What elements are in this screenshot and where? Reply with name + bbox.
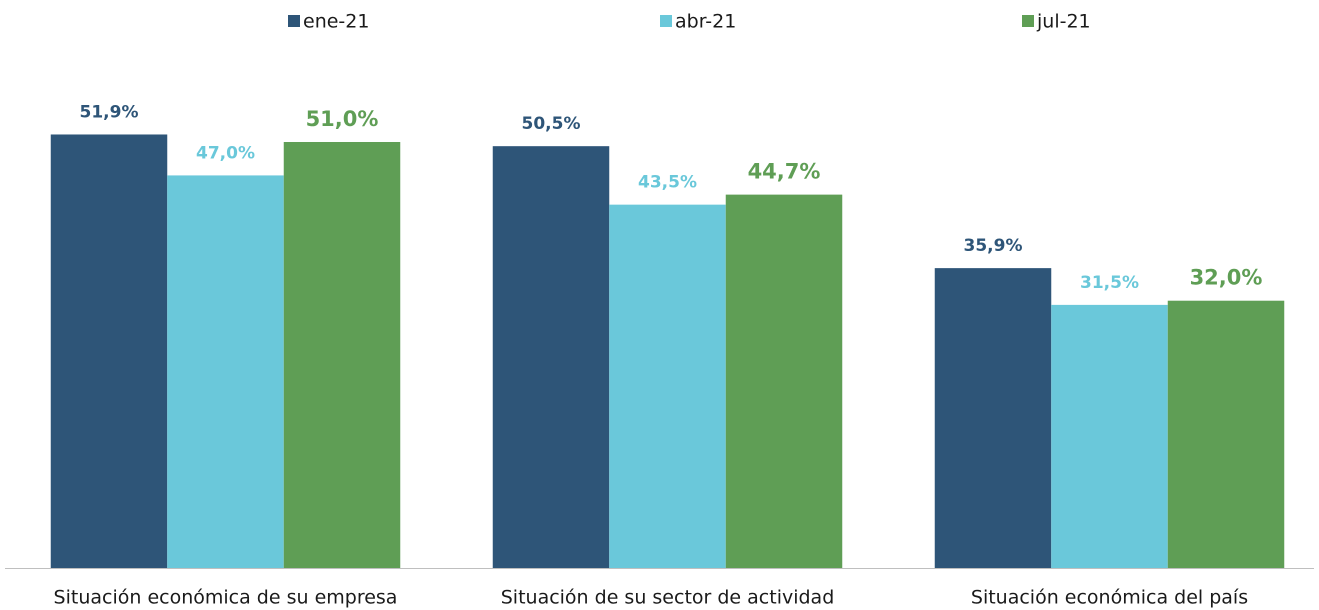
legend-label: abr-21 <box>675 11 736 33</box>
x-tick-label: Situación económica de su empresa <box>54 587 398 609</box>
value-label: 31,5% <box>1080 273 1139 293</box>
value-label: 32,0% <box>1190 266 1263 290</box>
value-label: 43,5% <box>638 173 697 193</box>
bar <box>492 146 610 569</box>
legend-swatch <box>1022 15 1034 27</box>
legend-swatch <box>288 15 300 27</box>
bar <box>1051 304 1168 568</box>
bar <box>934 268 1052 568</box>
legend-label: ene-21 <box>303 11 369 33</box>
value-label: 51,0% <box>306 107 379 131</box>
legend-label: jul-21 <box>1036 11 1091 33</box>
value-label: 47,0% <box>196 143 255 163</box>
x-tick-label: Situación de su sector de actividad <box>501 587 835 609</box>
value-label: 50,5% <box>522 114 581 134</box>
legend-swatch <box>660 15 672 27</box>
bar <box>50 134 168 568</box>
bar <box>725 194 843 568</box>
x-tick-label: Situación económica del país <box>971 587 1248 609</box>
bar <box>167 175 284 569</box>
bar <box>609 204 726 568</box>
value-label: 44,7% <box>748 160 821 184</box>
bar <box>283 142 401 568</box>
value-label: 51,9% <box>80 102 139 122</box>
bar <box>1167 300 1285 568</box>
value-label: 35,9% <box>964 236 1023 256</box>
